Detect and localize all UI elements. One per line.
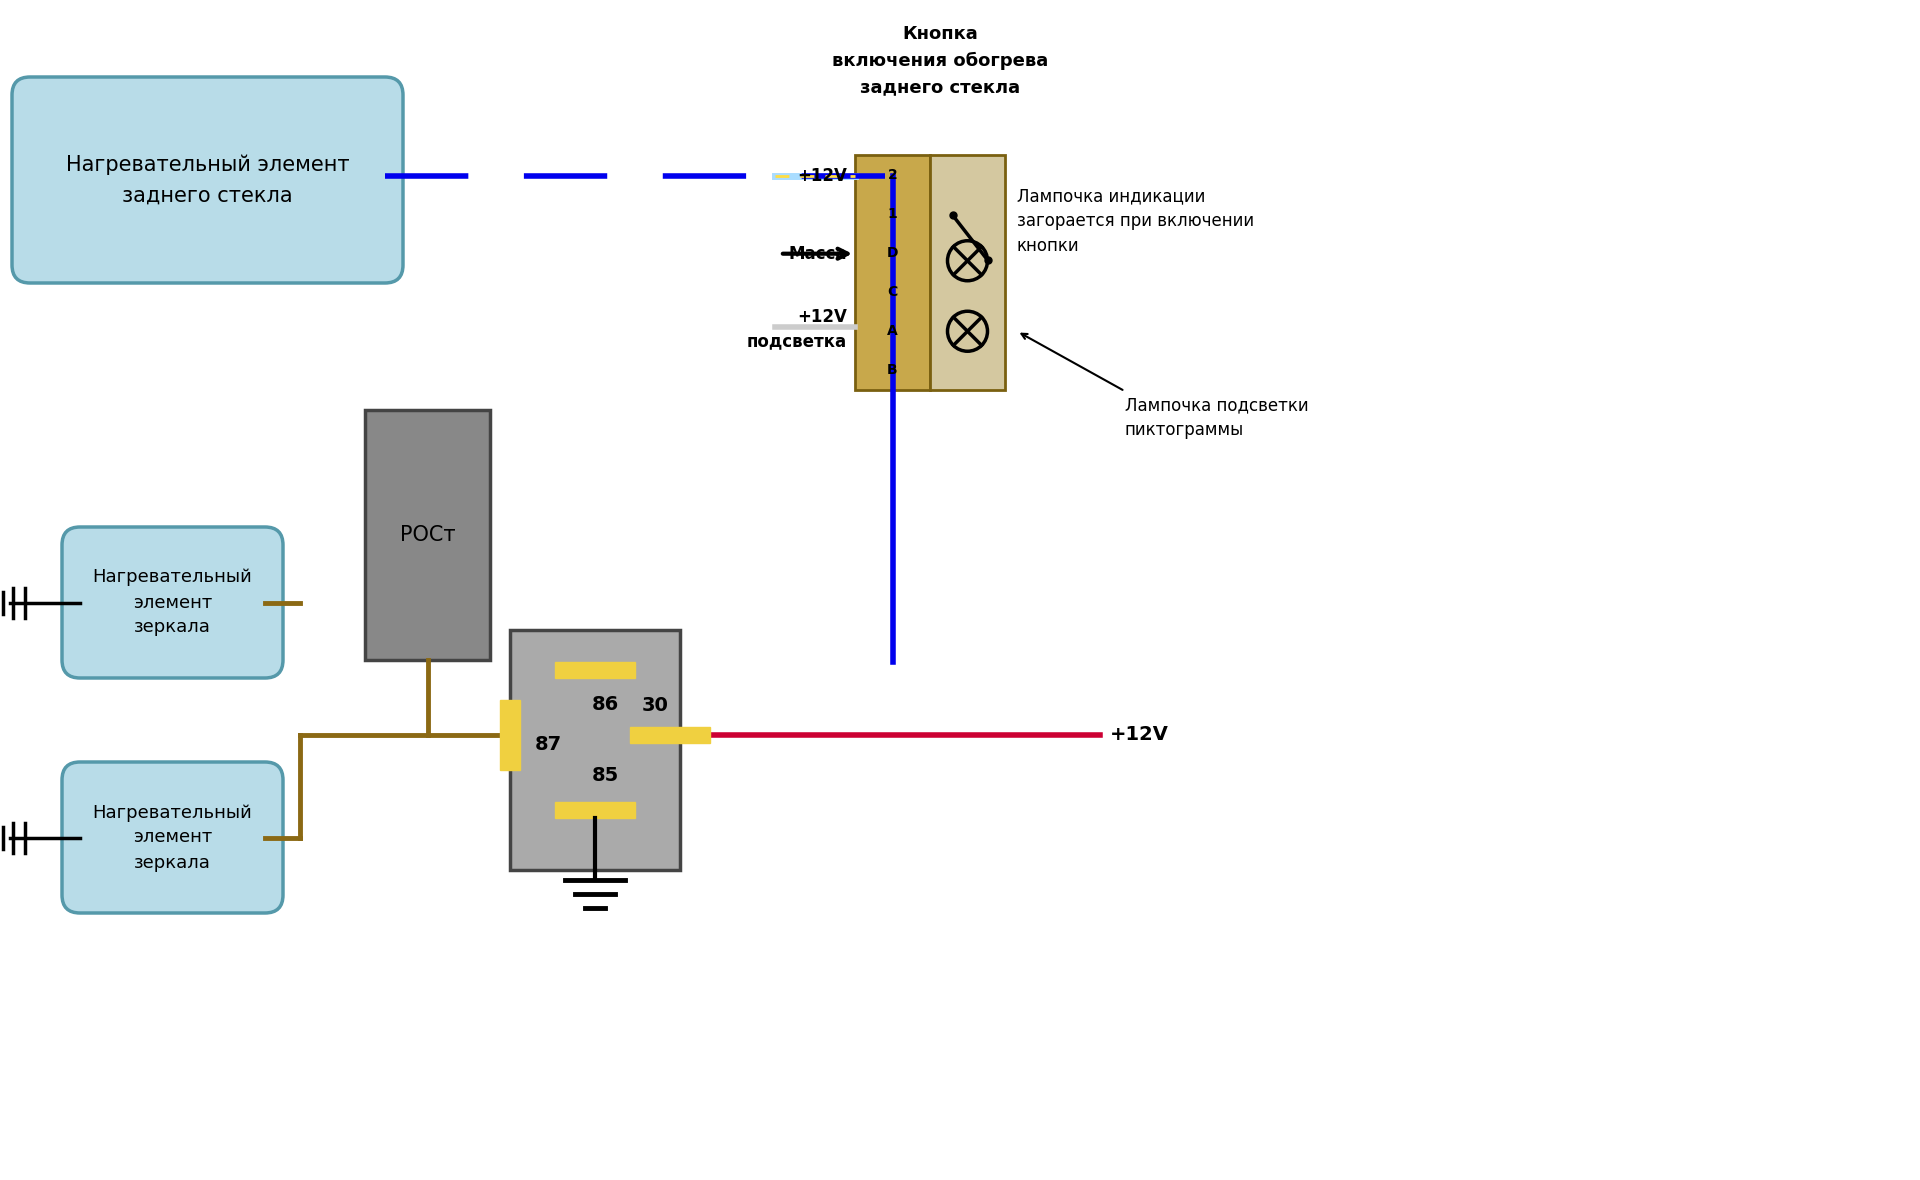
Text: 87: 87 [536, 735, 563, 754]
Bar [499, 700, 520, 771]
Text: +12V: +12V [797, 168, 847, 185]
FancyBboxPatch shape [61, 762, 282, 913]
Bar [929, 155, 1004, 391]
Text: Лампочка индикации
загорается при включении
кнопки: Лампочка индикации загорается при включе… [1018, 186, 1254, 255]
Text: A: A [887, 324, 899, 339]
Text: 86: 86 [591, 695, 618, 714]
Text: Нагревательный элемент
заднего стекла: Нагревательный элемент заднего стекла [65, 155, 349, 205]
Text: РОСт: РОСт [399, 525, 455, 545]
Text: D: D [887, 245, 899, 260]
Bar [555, 662, 636, 678]
Text: 2: 2 [887, 168, 897, 182]
Text: Масса: Масса [789, 244, 847, 263]
Text: +12V: +12V [1110, 726, 1169, 745]
Text: 85: 85 [591, 766, 618, 785]
Text: +12V: +12V [797, 308, 847, 326]
FancyBboxPatch shape [61, 527, 282, 678]
Text: C: C [887, 286, 899, 299]
Text: подсветка: подсветка [747, 333, 847, 350]
Text: Нагревательный
элемент
зеркала: Нагревательный элемент зеркала [92, 569, 252, 636]
Bar [555, 802, 636, 818]
Text: B: B [887, 363, 899, 378]
Bar [511, 630, 680, 870]
Text: Нагревательный
элемент
зеркала: Нагревательный элемент зеркала [92, 804, 252, 872]
Text: Кнопка
включения обогрева
заднего стекла: Кнопка включения обогрева заднего стекла [831, 25, 1048, 96]
Text: 1: 1 [887, 206, 897, 221]
Text: Лампочка подсветки
пиктограммы: Лампочка подсветки пиктограммы [1125, 396, 1309, 439]
Text: 30: 30 [641, 696, 668, 715]
Bar [365, 409, 490, 660]
FancyBboxPatch shape [12, 77, 403, 283]
Bar [854, 155, 929, 391]
Bar [630, 727, 710, 743]
